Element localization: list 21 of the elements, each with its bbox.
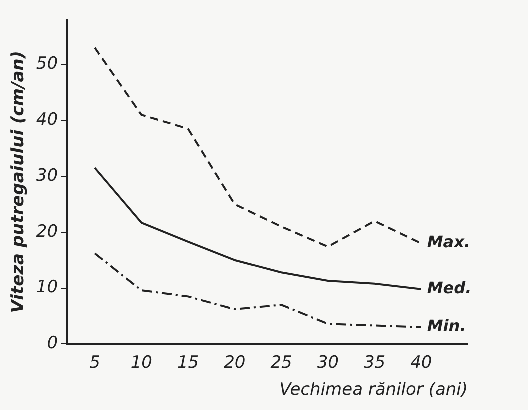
- x-axis-title: Vechimea rănilor (ani): [280, 380, 468, 400]
- y-tick-label: 0: [47, 334, 58, 354]
- y-tick-label: 40: [36, 110, 58, 130]
- y-tick-label: 20: [36, 222, 58, 242]
- x-tick-label: 35: [364, 352, 386, 373]
- y-axis-title: Viteza putregaiului (cm/an): [8, 50, 29, 314]
- y-tick-label: 10: [36, 278, 58, 298]
- series-label: Med.: [427, 278, 472, 298]
- x-tick-label: 5: [90, 352, 100, 373]
- x-tick-label: 30: [317, 352, 339, 373]
- x-tick-label: 25: [270, 352, 292, 373]
- x-tick-label: 20: [224, 352, 246, 373]
- series-label: Min.: [427, 316, 466, 336]
- x-tick-label: 15: [177, 352, 200, 373]
- x-tick-label: 40: [410, 352, 432, 373]
- line-series: [94, 252, 422, 328]
- y-tick-label: 30: [36, 166, 58, 186]
- x-tick-label: 10: [130, 352, 152, 373]
- line-series: [94, 46, 422, 248]
- series-label: Max.: [427, 232, 470, 252]
- y-tick-label: 50: [36, 54, 58, 74]
